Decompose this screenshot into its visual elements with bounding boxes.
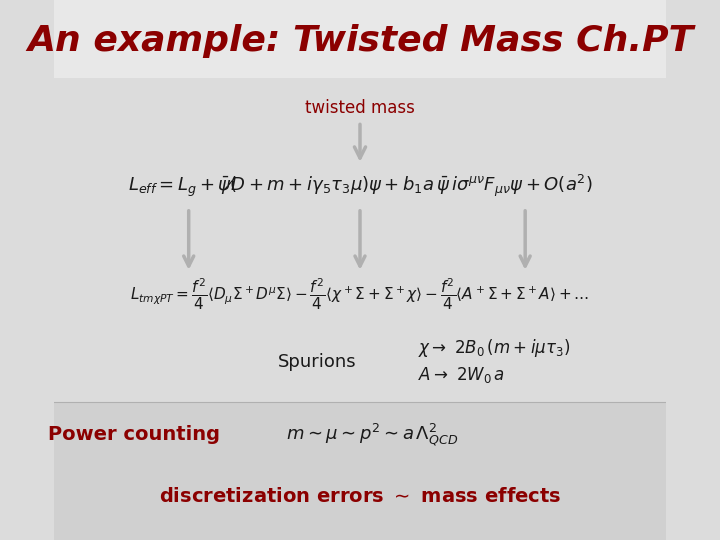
Text: An example: Twisted Mass Ch.PT: An example: Twisted Mass Ch.PT <box>27 24 693 57</box>
FancyBboxPatch shape <box>54 402 666 540</box>
Text: Power counting: Power counting <box>48 425 220 444</box>
Text: $L_{tm\chi PT} = \dfrac{f^2}{4}\langle D_\mu\Sigma^+ D^\mu\Sigma\rangle - \dfrac: $L_{tm\chi PT} = \dfrac{f^2}{4}\langle D… <box>130 276 590 312</box>
Text: $L_{eff} = L_g + \bar{\psi}(\not\!\!D + m + i\gamma_5\tau_3\mu)\psi + b_1 a\,\ba: $L_{eff} = L_g + \bar{\psi}(\not\!\!D + … <box>127 173 593 199</box>
Text: $A\rightarrow\ 2W_0\,a$: $A\rightarrow\ 2W_0\,a$ <box>418 365 505 386</box>
Text: $\chi\rightarrow\ 2B_0\,(m+i\mu\tau_3)$: $\chi\rightarrow\ 2B_0\,(m+i\mu\tau_3)$ <box>418 338 570 359</box>
Text: Spurions: Spurions <box>278 353 356 371</box>
FancyBboxPatch shape <box>54 0 666 78</box>
Text: $m \sim \mu \sim p^2 \sim a\,\Lambda_{QCD}^2$: $m \sim \mu \sim p^2 \sim a\,\Lambda_{QC… <box>286 421 459 448</box>
Text: discretization errors $\sim$ mass effects: discretization errors $\sim$ mass effect… <box>159 487 561 507</box>
Text: twisted mass: twisted mass <box>305 99 415 117</box>
